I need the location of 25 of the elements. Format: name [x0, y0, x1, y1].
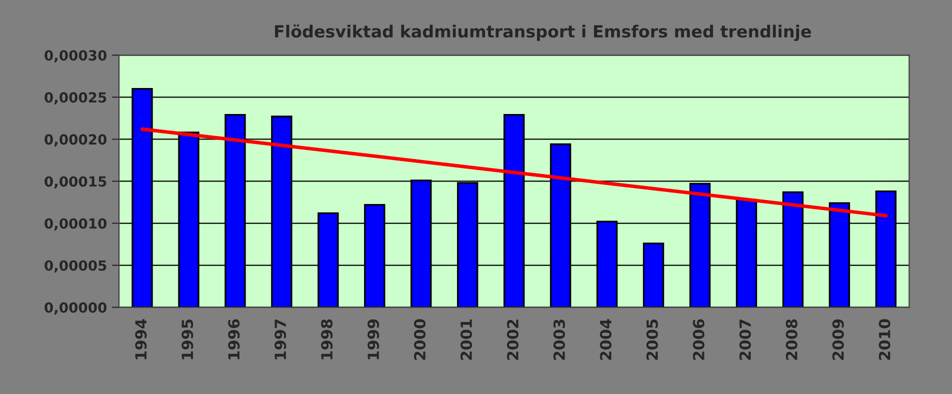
y-tick-label: 0,00010: [44, 218, 107, 231]
x-tick-label: 2010: [878, 319, 890, 360]
chart-title: Flödesviktad kadmiumtransport i Emsfors med trendlinje: [275, 24, 811, 42]
x-tick-label: 1994: [135, 319, 147, 360]
y-tick-label: 0,00015: [44, 176, 106, 188]
y-tick-label: 0,00000: [44, 302, 107, 315]
x-tick-label: 2008: [786, 319, 798, 360]
x-tick-label: 2007: [739, 320, 751, 360]
x-tick-label: 2006: [692, 319, 704, 360]
x-tick-label: 1999: [368, 319, 380, 360]
x-tick-label: 2009: [832, 319, 844, 360]
x-tick-label: 2004: [600, 319, 612, 360]
y-tick-label: 0,00030: [44, 50, 107, 62]
x-tick-label: 1997: [274, 320, 286, 360]
x-tick-label: 2000: [414, 319, 426, 360]
x-tick-label: 2005: [646, 319, 658, 360]
x-tick-label: 2001: [460, 319, 472, 360]
y-tick-label: 0,00020: [44, 134, 107, 146]
x-tick-label: 1998: [321, 319, 333, 360]
y-tick-label: 0,00025: [44, 92, 106, 104]
x-tick-label: 1995: [182, 319, 194, 360]
x-tick-label: 2002: [506, 320, 519, 360]
x-tick-label: 2003: [553, 320, 565, 360]
x-tick-label: 1996: [228, 319, 240, 360]
y-tick-label: 0,00005: [44, 260, 106, 273]
